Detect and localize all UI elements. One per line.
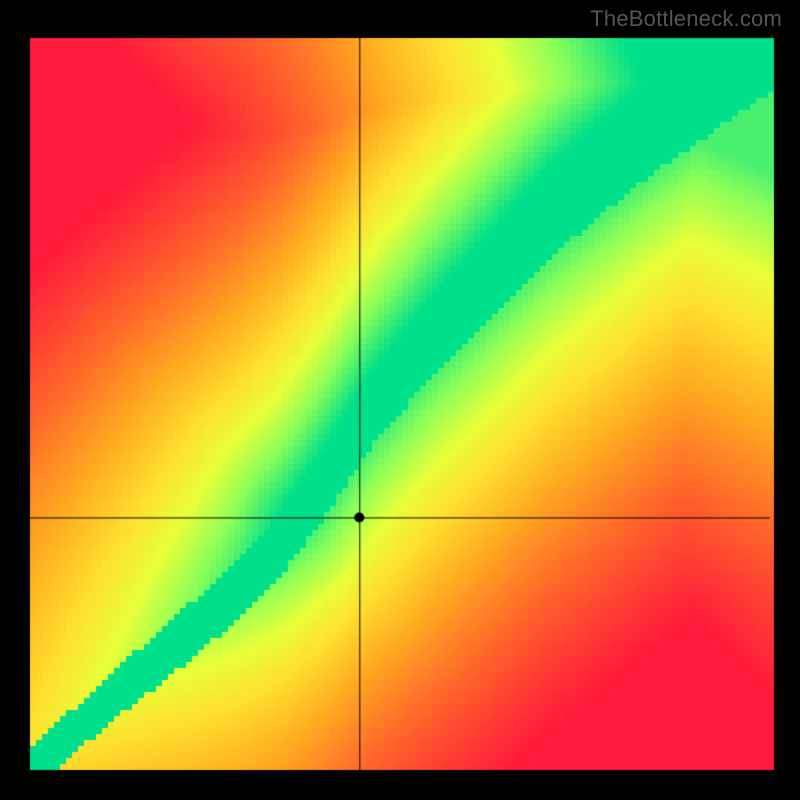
chart-container: TheBottleneck.com (0, 0, 800, 800)
watermark-label: TheBottleneck.com (590, 6, 782, 32)
heatmap-canvas (0, 0, 800, 800)
